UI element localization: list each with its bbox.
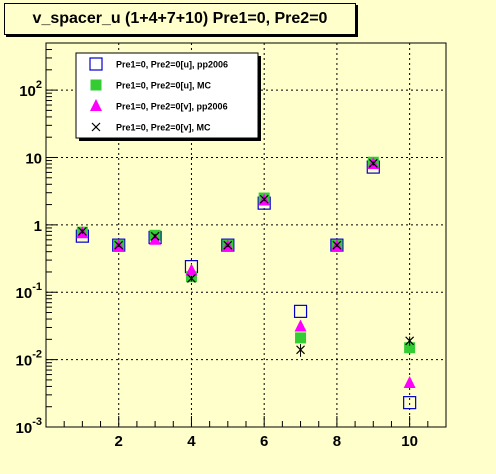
data-point bbox=[89, 57, 103, 71]
data-point bbox=[90, 99, 102, 111]
x-tick-label: 4 bbox=[187, 433, 196, 450]
legend-label: Pre1=0, Pre2=0[v], pp2006 bbox=[116, 102, 228, 112]
x-tick-label: 2 bbox=[115, 433, 123, 450]
data-point bbox=[90, 79, 102, 91]
y-tick-label: 10-2 bbox=[16, 349, 42, 370]
cross-stroke bbox=[114, 240, 124, 250]
data-point bbox=[149, 232, 162, 245]
axis-ticks bbox=[46, 42, 429, 428]
y-tick-label: 10-3 bbox=[16, 416, 42, 437]
cross-stroke bbox=[91, 122, 101, 132]
data-point bbox=[293, 304, 308, 318]
data-point bbox=[185, 263, 198, 276]
chart-title: v_spacer_u (1+4+7+10) Pre1=0, Pre2=0 bbox=[4, 3, 356, 35]
data-point bbox=[405, 336, 415, 346]
legend-label: Pre1=0, Pre2=0[u], MC bbox=[116, 81, 212, 91]
cross-stroke bbox=[259, 194, 269, 204]
x-tick-label: 10 bbox=[401, 433, 418, 450]
cross-stroke bbox=[77, 226, 87, 236]
data-point bbox=[223, 240, 233, 250]
data-point bbox=[403, 375, 416, 388]
data-point bbox=[77, 226, 87, 236]
cross-stroke bbox=[332, 240, 342, 250]
data-point bbox=[150, 231, 160, 241]
data-point bbox=[332, 240, 342, 250]
cross-stroke bbox=[223, 240, 233, 250]
cross-stroke bbox=[187, 274, 196, 283]
y-tick-label: 1 bbox=[34, 218, 42, 235]
cross-stroke bbox=[296, 345, 305, 355]
y-tick-label: 10-1 bbox=[16, 281, 42, 302]
series-3 bbox=[77, 158, 415, 357]
legend-label: Pre1=0, Pre2=0[u], pp2006 bbox=[116, 60, 228, 70]
data-point bbox=[295, 332, 307, 344]
data-point bbox=[294, 319, 307, 332]
cross-stroke bbox=[405, 336, 415, 346]
legend-box bbox=[75, 52, 259, 139]
data-point bbox=[403, 396, 417, 410]
data-point bbox=[259, 194, 269, 204]
data-point bbox=[114, 240, 124, 250]
legend: Pre1=0, Pre2=0[u], pp2006 Pre1=0, Pre2=0[… bbox=[75, 52, 261, 141]
cross-stroke bbox=[368, 158, 378, 168]
data-point bbox=[404, 342, 416, 354]
y-tick-label: 10 bbox=[25, 150, 42, 167]
data-point bbox=[296, 345, 305, 355]
data-point bbox=[368, 158, 378, 168]
y-tick-label: 102 bbox=[19, 79, 42, 100]
x-tick-label: 6 bbox=[260, 433, 268, 450]
data-point bbox=[91, 122, 101, 132]
data-point bbox=[187, 274, 196, 283]
legend-label: Pre1=0, Pre2=0[v], MC bbox=[116, 123, 211, 133]
x-tick-label: 8 bbox=[333, 433, 341, 450]
cross-stroke bbox=[150, 231, 160, 241]
